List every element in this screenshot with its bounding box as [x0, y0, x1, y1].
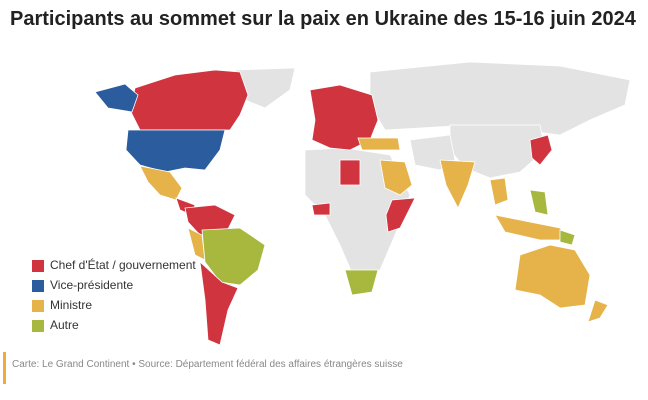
- legend-label: Autre: [50, 318, 79, 332]
- legend-swatch: [32, 260, 44, 272]
- legend-label: Vice-présidente: [50, 278, 133, 292]
- legend-swatch: [32, 280, 44, 292]
- title: Participants au sommet sur la paix en Uk…: [10, 8, 636, 30]
- source: Carte: Le Grand Continent • Source: Dépa…: [12, 359, 403, 370]
- legend-label: Chef d'État / gouvernement: [50, 257, 196, 272]
- legend-label: Ministre: [50, 298, 92, 312]
- countries: [94, 69, 609, 346]
- legend: Chef d'État / gouvernement Vice-président…: [32, 257, 196, 332]
- legend-swatch: [32, 320, 44, 332]
- accent-bar: [3, 352, 6, 384]
- legend-swatch: [32, 300, 44, 312]
